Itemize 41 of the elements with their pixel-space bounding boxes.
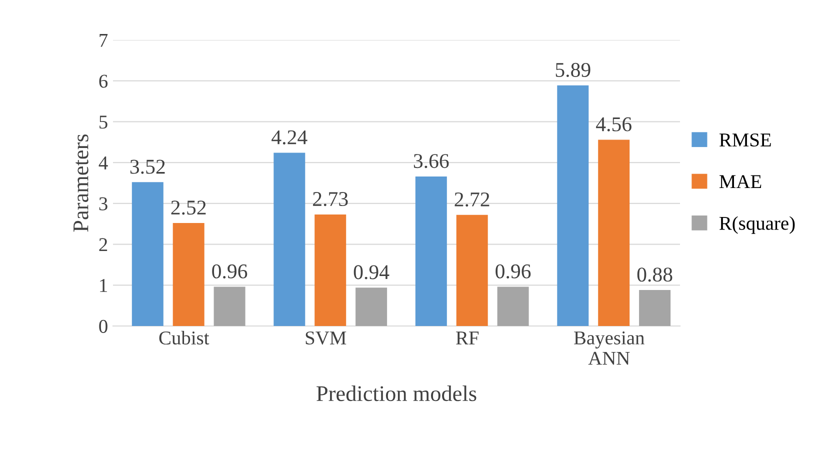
y-tick-label: 5 (100, 116, 108, 129)
y-tick-label: 7 (100, 34, 108, 47)
bar (557, 85, 589, 326)
legend-label: MAE (719, 175, 762, 188)
data-label: 2.52 (171, 200, 206, 215)
bar (639, 290, 671, 326)
x-tick-label: Bayesian ANN (574, 331, 644, 365)
x-axis-title: Prediction models (316, 385, 476, 402)
data-label: 3.66 (414, 154, 449, 168)
bar (172, 223, 204, 326)
data-label: 0.88 (637, 268, 672, 282)
y-tick-label: 4 (98, 156, 108, 170)
y-tick-label: 1 (100, 279, 107, 292)
y-tick-label: 0 (99, 320, 108, 333)
bar (132, 182, 164, 326)
x-tick-label: RF (456, 332, 479, 344)
bar (456, 214, 488, 326)
data-label: 5.89 (556, 62, 590, 78)
x-tick-label: SVM (306, 331, 346, 345)
bar (356, 288, 388, 326)
data-label: 0.96 (212, 264, 248, 278)
data-label: 0.96 (496, 264, 531, 278)
bar (415, 176, 447, 326)
bar (314, 214, 346, 326)
data-label: 2.73 (313, 192, 348, 206)
data-label: 4.56 (596, 117, 632, 132)
data-label: 3.52 (130, 160, 165, 174)
bar (598, 140, 630, 326)
y-axis-title: Parameters (74, 134, 88, 232)
legend-label: R(square) (719, 216, 795, 234)
data-label: 4.24 (272, 130, 308, 144)
bar (274, 152, 306, 326)
legend-label: RMSE (719, 133, 771, 147)
data-label: 0.94 (354, 265, 390, 280)
y-tick-label: 2 (99, 238, 108, 252)
bar (497, 286, 529, 326)
bar (214, 286, 246, 326)
y-tick-label: 6 (99, 74, 108, 88)
y-tick-label: 3 (99, 197, 108, 210)
x-tick-label: Cubist (159, 330, 210, 345)
data-label: 2.72 (454, 192, 490, 207)
